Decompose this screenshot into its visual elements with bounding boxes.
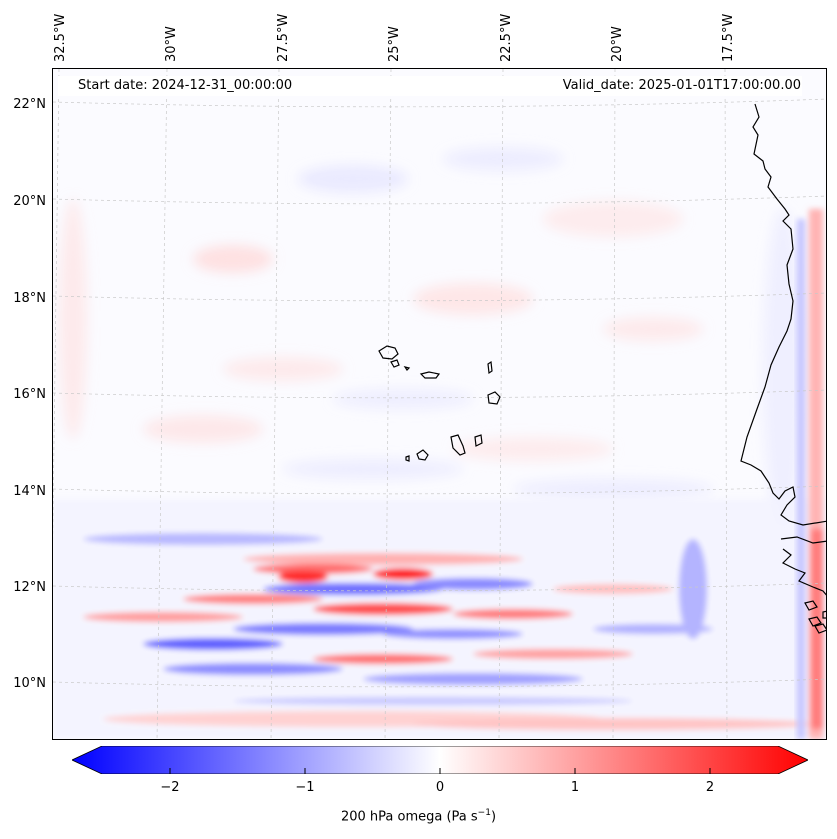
bijagos-island-1 [804, 600, 818, 611]
cb-tick-0: 0 [435, 780, 445, 795]
weak-field-upper [59, 147, 803, 529]
island-sao-vicente [390, 359, 400, 368]
lon-label-20w: 20°W [610, 26, 625, 62]
island-sao-nicolau [419, 371, 441, 379]
bijagos-island-4 [822, 610, 826, 619]
colorbar-label-main: 200 hPa omega (Pa s [340, 809, 478, 825]
map-panel[interactable] [52, 68, 827, 740]
cb-tick-2: 2 [705, 780, 715, 795]
island-santo-antao [378, 345, 399, 360]
lon-label-17-5w: 17.5°W [721, 13, 736, 62]
date-banner [58, 76, 802, 96]
lon-label-22-5w: 22.5°W [499, 13, 514, 62]
lat-label-12n: 12°N [13, 580, 46, 595]
lon-label-25w: 25°W [387, 26, 402, 62]
lat-label-14n: 14°N [13, 484, 46, 499]
eastern-boundary-strip [797, 209, 823, 739]
colorbar-label: 200 hPa omega (Pa s−1) [0, 808, 837, 824]
coast-gambia [780, 536, 826, 544]
lat-label-10n: 10°N [13, 676, 46, 691]
start-date-label: Start date: 2024-12-31_00:00:00 [78, 78, 293, 93]
colorbar-label-exponent: −1 [477, 808, 491, 818]
african-coastline [740, 103, 826, 634]
island-santa-luzia [403, 366, 411, 371]
graticule [53, 69, 826, 739]
coast-mauritania [740, 103, 826, 526]
cb-tick-1: 1 [570, 780, 580, 795]
valid-date-label: Valid_date: 2025-01-01T17:00:00.00 [562, 78, 801, 93]
colorbar [72, 746, 808, 774]
island-boa-vista [487, 391, 501, 405]
lat-label-22n: 22°N [13, 97, 46, 112]
cape-verde-islands [378, 345, 501, 462]
bijagos-island-2 [808, 616, 822, 627]
island-santiago [450, 434, 466, 456]
lat-label-20n: 20°N [13, 194, 46, 209]
colorbar-bar [72, 746, 808, 774]
lat-label-16n: 16°N [13, 387, 46, 402]
lon-label-32-5w: 32.5°W [53, 13, 68, 62]
lon-label-30w: 30°W [164, 26, 179, 62]
island-sal [487, 360, 493, 375]
lon-label-27-5w: 27.5°W [276, 13, 291, 62]
cb-tick-minus-2: −2 [160, 780, 180, 795]
omega-field-map [53, 69, 826, 739]
island-brava [405, 455, 410, 462]
island-maio [474, 434, 483, 447]
colorbar-tick-marks [169, 768, 711, 774]
lat-label-18n: 18°N [13, 291, 46, 306]
bijagos-island-3 [814, 623, 826, 634]
coast-guinea-bissau [781, 548, 826, 596]
disturbed-band [53, 499, 826, 739]
colorbar-label-end: ) [490, 809, 497, 825]
island-fogo [416, 449, 429, 461]
cb-tick-minus-1: −1 [295, 780, 315, 795]
